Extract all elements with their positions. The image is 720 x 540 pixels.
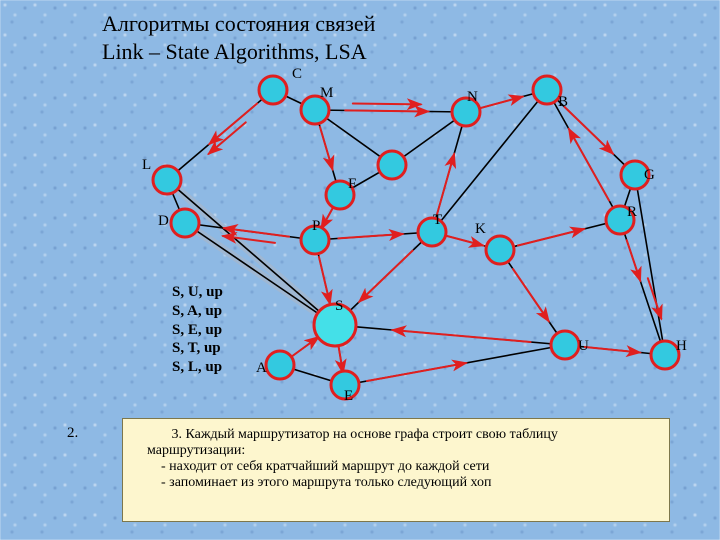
- node-l: [153, 166, 181, 194]
- node-b: [533, 76, 561, 104]
- label-r: R: [627, 204, 637, 221]
- label-c: C: [292, 66, 302, 83]
- textbox-line-1: маршрутизации:: [133, 443, 659, 459]
- label-d: D: [158, 213, 169, 230]
- label-g: G: [644, 167, 655, 184]
- label-b: B: [558, 94, 568, 111]
- node-k: [486, 236, 514, 264]
- label-n: N: [467, 89, 478, 106]
- label-f: F: [348, 176, 356, 193]
- label-u: U: [578, 338, 589, 355]
- node-h: [651, 341, 679, 369]
- node-a: [266, 351, 294, 379]
- state-list-line-2: S, E, up: [172, 321, 223, 340]
- state-list-line-4: S, L, up: [172, 358, 223, 377]
- label-s: S: [335, 298, 343, 315]
- label-e: E: [344, 388, 353, 405]
- textbox-line-0: 3. Каждый маршрутизатор на основе графа …: [133, 427, 659, 443]
- node-f1: [378, 151, 406, 179]
- state-list-line-3: S, T, up: [172, 339, 223, 358]
- label-l: L: [142, 157, 151, 174]
- label-a: A: [256, 360, 267, 377]
- label-t: T: [433, 212, 442, 229]
- explanation-textbox: 2. 3. Каждый маршрутизатор на основе гра…: [122, 418, 670, 522]
- state-list-line-1: S, A, up: [172, 302, 223, 321]
- textbox-line-2: - находит от себя кратчайший маршрут до …: [133, 459, 659, 475]
- label-p: P: [312, 218, 320, 235]
- textbox-body: 3. Каждый маршрутизатор на основе графа …: [133, 427, 659, 491]
- label-h: H: [676, 338, 687, 355]
- label-k: K: [475, 221, 486, 238]
- state-list-line-0: S, U, up: [172, 283, 223, 302]
- node-c: [259, 76, 287, 104]
- label-m: M: [320, 85, 333, 102]
- step-number-2: 2.: [67, 425, 78, 442]
- node-d: [171, 209, 199, 237]
- state-list: S, U, upS, A, upS, E, upS, T, upS, L, up: [172, 283, 223, 377]
- node-u: [551, 331, 579, 359]
- textbox-line-3: - запоминает из этого маршрута только сл…: [133, 475, 659, 491]
